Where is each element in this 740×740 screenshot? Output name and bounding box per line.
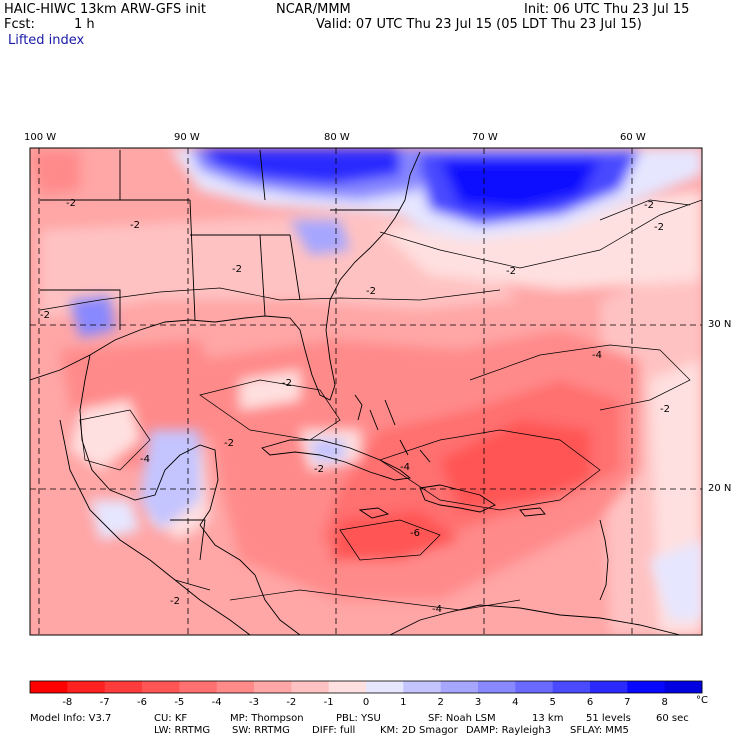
contour-label: -4: [400, 462, 410, 473]
lat-label-20n: 20 N: [708, 483, 732, 494]
model-info: Model Info: V3.7: [30, 713, 112, 724]
colorbar-tick-label: -6: [137, 697, 147, 708]
longwave-scheme: LW: RRTMG: [154, 725, 211, 736]
colorbar-swatch: [515, 681, 554, 693]
contour-label: -2: [282, 378, 292, 389]
colorbar-frame: [29, 680, 703, 694]
contour-label: -2: [506, 266, 516, 277]
colorbar-tick-label: -7: [99, 697, 110, 708]
colorbar-swatch: [440, 681, 479, 693]
contour-label: -4: [592, 350, 602, 361]
lon-label-70w: 70 W: [472, 132, 498, 143]
model-title: HAIC-HIWC 13km ARW-GFS init: [4, 2, 206, 17]
colorbar-swatch: [216, 681, 255, 693]
colorbar-swatch: [664, 681, 703, 693]
colorbar-swatch: [366, 681, 404, 693]
colorbar-swatch: [291, 681, 330, 693]
contour-label: -2: [66, 198, 76, 209]
colorbar-tick-label: -4: [211, 697, 222, 708]
colorbar-swatch: [254, 681, 292, 693]
lon-label-60w: 60 W: [620, 132, 646, 143]
forecast-label: Fcst:: [4, 17, 35, 32]
colorbar-tick-label: 1: [400, 697, 407, 708]
colorbar-swatch: [30, 681, 68, 693]
contour-label: -2: [130, 220, 140, 231]
colorbar-tick-label: -3: [249, 697, 259, 708]
forecast-hour: 1 h: [74, 17, 95, 32]
contour-label: -2: [660, 404, 670, 415]
org-label: NCAR/MMM: [276, 2, 351, 17]
contour-label: -2: [224, 438, 234, 449]
colorbar-swatch: [67, 681, 106, 693]
grid-spacing: 13 km: [532, 713, 564, 724]
colorbar-swatch: [142, 681, 180, 693]
colorbar-swatch: [328, 681, 367, 693]
valid-time: Valid: 07 UTC Thu 23 Jul 15 (05 LDT Thu …: [316, 17, 642, 32]
colorbar-tick-label: -2: [286, 697, 297, 708]
colorbar-swatch: [179, 681, 218, 693]
colorbar-tick-label: 3: [474, 697, 482, 708]
surface-scheme: SF: Noah LSM: [428, 713, 496, 724]
contour-label: -4: [432, 604, 442, 615]
colorbar: [29, 680, 703, 694]
cumulus-scheme: CU: KF: [154, 713, 188, 724]
colorbar-swatch: [590, 681, 628, 693]
colorbar-tick-label: 6: [586, 697, 594, 708]
microphysics-scheme: MP: Thompson: [230, 713, 304, 724]
contour-label: -6: [410, 528, 420, 539]
contour-lines: [39, 199, 702, 611]
map-frame: [29, 147, 703, 636]
lon-label-100w: 100 W: [24, 132, 57, 143]
shortwave-scheme: SW: RRTMG: [232, 725, 290, 736]
lon-label-90w: 90 W: [174, 132, 200, 143]
colorbar-tick-label: 2: [437, 697, 444, 708]
damping: DAMP: Rayleigh3: [466, 725, 552, 736]
colorbar-tick-label: -8: [62, 697, 73, 708]
contour-label: -2: [654, 222, 664, 233]
colorbar-swatch: [627, 681, 666, 693]
lat-lon-grid: [30, 148, 702, 635]
contour-label: -4: [140, 454, 150, 465]
colorbar-tick-label: 0: [362, 697, 370, 708]
lon-label-80w: 80 W: [324, 132, 350, 143]
km-option: KM: 2D Smagor: [380, 725, 458, 736]
colorbar-swatch: [104, 681, 143, 693]
shaded-field: [30, 148, 702, 635]
field-name: Lifted index: [8, 33, 85, 48]
contour-value-labels: -2 -2 -2 -2 -2 -2 -2 -2 -2 -2 -2 -2 -2 -…: [40, 198, 670, 615]
init-time: Init: 06 UTC Thu 23 Jul 15: [524, 2, 690, 17]
coastlines: [30, 149, 681, 635]
vertical-levels: 51 levels: [586, 713, 631, 724]
diffusion: DIFF: full: [312, 725, 356, 736]
pbl-scheme: PBL: YSU: [336, 713, 381, 724]
lat-label-30n: 30 N: [708, 319, 732, 330]
contour-label: -2: [644, 200, 654, 211]
contour-label: -2: [170, 596, 180, 607]
contour-label: -2: [232, 264, 242, 275]
contour-label: -2: [314, 464, 324, 475]
colorbar-tick-label: -1: [323, 697, 334, 708]
contour-label: -2: [40, 310, 50, 321]
time-step: 60 sec: [656, 713, 689, 724]
colorbar-swatch: [478, 681, 516, 693]
colorbar-unit: °C: [696, 695, 708, 706]
colorbar-tick-label: 5: [549, 697, 556, 708]
colorbar-swatch: [552, 681, 591, 693]
colorbar-tick-label: 8: [661, 697, 668, 708]
colorbar-tick-label: 4: [512, 697, 519, 708]
colorbar-swatch: [403, 681, 442, 693]
colorbar-tick-label: 7: [624, 697, 631, 708]
colorbar-tick-label: -5: [174, 697, 185, 708]
contour-label: -2: [366, 286, 376, 297]
surface-layer: SFLAY: MM5: [570, 725, 629, 736]
